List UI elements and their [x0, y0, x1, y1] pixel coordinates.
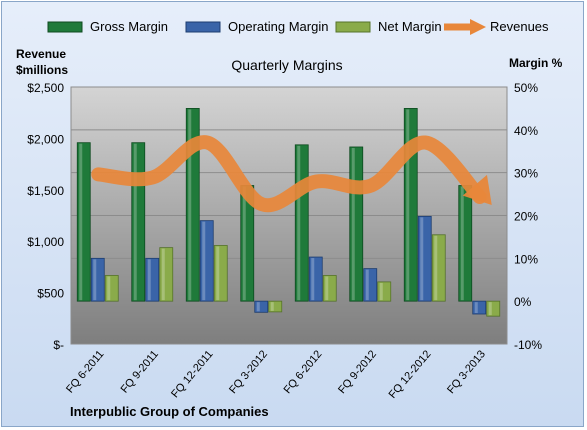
- footer-company: Interpublic Group of Companies: [70, 404, 269, 419]
- bar-highlight: [420, 217, 424, 301]
- left-tick-label: $-: [53, 338, 64, 352]
- right-tick-label: 0%: [514, 295, 532, 309]
- bar-highlight: [256, 302, 260, 312]
- bar-net-margin[interactable]: [213, 245, 228, 302]
- bar-highlight: [474, 302, 478, 314]
- bar-operating-margin[interactable]: [363, 268, 378, 302]
- revenue-line: [91, 135, 492, 213]
- bar-highlight: [161, 248, 165, 301]
- revenue-line-path[interactable]: [91, 135, 487, 213]
- legend: Gross Margin Operating Margin Net Margin…: [47, 19, 549, 35]
- bar-net-margin[interactable]: [104, 275, 119, 302]
- legend-item-net-margin[interactable]: Net Margin: [335, 19, 442, 34]
- bar-net-margin[interactable]: [431, 234, 446, 302]
- legend-label-revenues: Revenues: [490, 19, 549, 34]
- right-tick-label: 30%: [514, 167, 538, 181]
- bar-operating-margin[interactable]: [417, 215, 432, 302]
- bar-highlight: [133, 143, 137, 301]
- category-label: FQ 3-2013: [445, 348, 488, 396]
- legend-item-revenues[interactable]: Revenues: [444, 19, 549, 35]
- category-label: FQ 9-2011: [119, 348, 161, 395]
- bar-highlight: [79, 143, 83, 301]
- category-label: FQ 12-2012: [387, 348, 434, 401]
- left-axis-label-line2: $millions: [16, 63, 68, 77]
- right-tick-label: -10%: [514, 338, 542, 352]
- legend-label-gross-margin: Gross Margin: [90, 19, 168, 34]
- bar-operating-margin[interactable]: [254, 300, 269, 313]
- bar-operating-margin[interactable]: [145, 257, 160, 302]
- bar-net-margin[interactable]: [322, 275, 337, 302]
- bar-net-margin[interactable]: [159, 247, 174, 302]
- bar-highlight: [188, 109, 192, 301]
- bar-highlight: [242, 186, 246, 301]
- category-label: FQ 3-2012: [227, 348, 270, 396]
- category-label: FQ 6-2012: [282, 348, 325, 396]
- bar-highlight: [311, 258, 315, 301]
- left-tick-label: $2,500: [27, 81, 64, 95]
- legend-swatch-net-margin: [335, 21, 371, 33]
- category-label: FQ 9-2012: [336, 348, 379, 396]
- bar-net-margin[interactable]: [268, 300, 283, 313]
- chart-title: Quarterly Margins: [231, 57, 342, 73]
- right-tick-label: 50%: [514, 81, 538, 95]
- legend-swatch-operating-margin: [185, 21, 221, 33]
- bar-highlight: [107, 276, 111, 301]
- right-tick-label: 40%: [514, 124, 538, 138]
- left-tick-label: $500: [37, 287, 64, 301]
- bar-highlight: [365, 269, 369, 301]
- bar-gross-margin[interactable]: [294, 144, 309, 302]
- left-tick-label: $1,000: [27, 235, 64, 249]
- bar-highlight: [488, 302, 492, 316]
- bar-highlight: [406, 109, 410, 301]
- right-tick-label: 10%: [514, 252, 538, 266]
- bar-highlight: [93, 259, 97, 301]
- legend-item-gross-margin[interactable]: Gross Margin: [47, 19, 168, 34]
- bar-highlight: [325, 276, 329, 301]
- category-label: FQ 12-2011: [169, 348, 215, 400]
- bar-highlight: [351, 147, 355, 301]
- bar-operating-margin[interactable]: [199, 220, 214, 302]
- left-tick-label: $2,000: [27, 132, 64, 146]
- category-label: FQ 6-2011: [64, 348, 106, 395]
- bar-highlight: [379, 282, 383, 301]
- bar-net-margin[interactable]: [377, 281, 392, 302]
- bar-gross-margin[interactable]: [76, 142, 91, 302]
- bar-highlight: [434, 235, 438, 301]
- right-tick-label: 20%: [514, 210, 538, 224]
- bar-net-margin[interactable]: [486, 300, 501, 317]
- bar-highlight: [216, 246, 220, 301]
- left-axis-label-line1: Revenue: [16, 47, 66, 61]
- bar-operating-margin[interactable]: [472, 300, 487, 315]
- bar-highlight: [460, 186, 464, 301]
- bar-highlight: [297, 145, 301, 301]
- bar-highlight: [202, 221, 206, 301]
- legend-arrow-head: [470, 19, 486, 35]
- bar-operating-margin[interactable]: [90, 257, 105, 302]
- left-tick-label: $1,500: [27, 184, 64, 198]
- legend-swatch-gross-margin: [47, 21, 83, 33]
- legend-item-operating-margin[interactable]: Operating Margin: [185, 19, 328, 34]
- bar-operating-margin[interactable]: [308, 256, 323, 302]
- revenue-arrow-head: [462, 174, 492, 205]
- bar-highlight: [270, 302, 274, 311]
- left-axis: $- $500 $1,000 $1,500 $2,000 $2,500: [27, 81, 64, 352]
- bar-gross-margin[interactable]: [458, 185, 473, 302]
- right-axis-label: Margin %: [509, 56, 563, 70]
- legend-label-operating-margin: Operating Margin: [228, 19, 328, 34]
- bar-gross-margin[interactable]: [131, 142, 146, 302]
- category-axis: FQ 6-2011 FQ 9-2011 FQ 12-2011 FQ 3-2012 FQ …: [64, 348, 488, 401]
- bar-gross-margin[interactable]: [349, 146, 364, 302]
- legend-label-net-margin: Net Margin: [378, 19, 442, 34]
- right-axis: -10% 0% 10% 20% 30% 40% 50%: [514, 81, 542, 352]
- bar-highlight: [147, 259, 151, 301]
